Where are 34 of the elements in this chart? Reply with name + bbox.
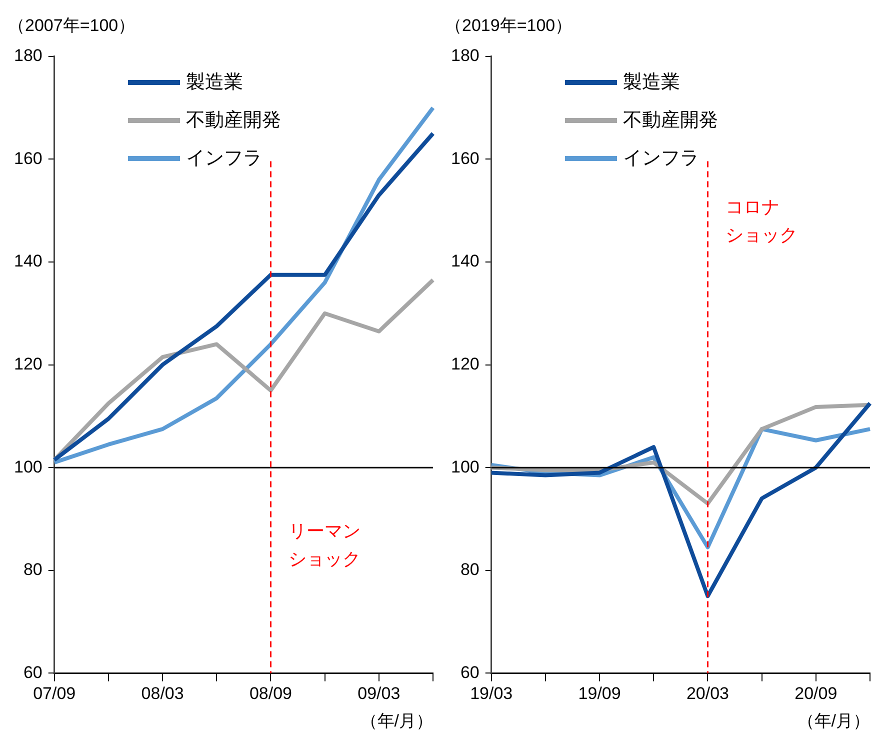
y-tick-label: 80 [23,560,42,580]
y-tick-label: 180 [14,46,42,66]
x-tick-label: 19/03 [470,684,513,704]
ref-line-label: コロナショック [726,197,798,246]
y-axis-title: （2019年=100） [445,16,572,35]
x-tick-label: 07/09 [33,684,76,704]
x-tick-label: 20/09 [794,684,838,704]
y-tick-label: 80 [460,560,480,580]
y-tick-label: 120 [450,354,480,374]
y-tick-label: 100 [450,457,480,476]
y-tick-label: 180 [450,46,480,66]
y-tick-label: 60 [460,662,480,682]
y-tick-label: 140 [14,252,42,271]
legend-label: 製造業 [623,71,680,95]
x-tick-label: 09/03 [358,684,400,704]
x-tick-label: 08/03 [141,684,184,704]
x-axis-title: （年/月） [797,711,870,730]
ref-line-label: リーマンショック [288,521,361,570]
legend-label: 製造業 [186,71,243,95]
x-axis-title: （年/月） [360,711,433,730]
legend-label: 不動産開発 [623,109,718,133]
legend-label: 不動産開発 [186,109,281,133]
y-tick-label: 100 [14,457,42,476]
y-tick-label: 120 [14,354,42,374]
legend-label: インフラ [186,147,262,171]
y-tick-label: 60 [23,662,42,682]
x-tick-label: 19/09 [578,684,621,704]
y-tick-label: 160 [450,148,480,168]
x-tick-label: 20/03 [686,684,729,704]
y-tick-label: 140 [450,252,480,271]
legend-label: インフラ [623,147,699,171]
y-axis-title: （2007年=100） [8,16,136,35]
x-tick-label: 08/09 [249,684,292,704]
y-tick-label: 160 [14,148,42,168]
